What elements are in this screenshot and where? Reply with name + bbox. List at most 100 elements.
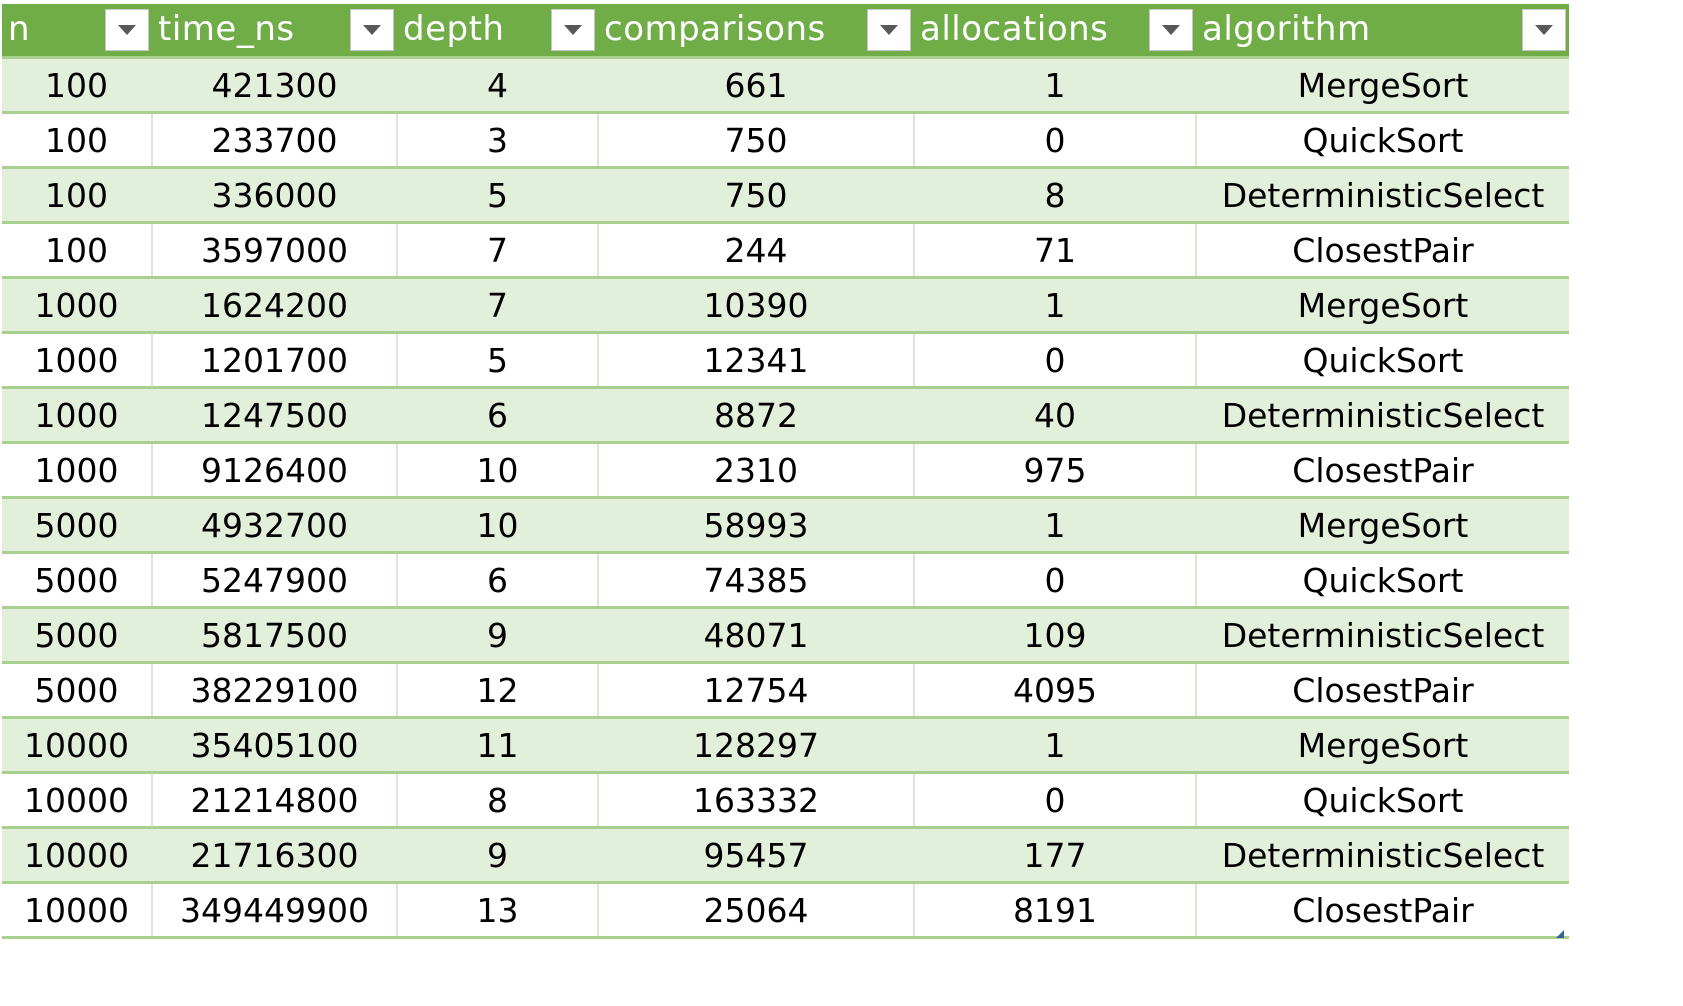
cell-allocations[interactable]: 975 xyxy=(913,442,1196,499)
cell-comparisons[interactable]: 58993 xyxy=(597,497,914,554)
cell-time_ns[interactable]: 21716300 xyxy=(151,827,397,884)
cell-time_ns[interactable]: 336000 xyxy=(151,167,397,224)
cell-algorithm[interactable]: QuickSort xyxy=(1195,772,1569,829)
cell-comparisons[interactable]: 163332 xyxy=(597,772,914,829)
cell-n[interactable]: 5000 xyxy=(2,497,152,554)
cell-time_ns[interactable]: 349449900 xyxy=(151,882,397,939)
table-resize-handle[interactable] xyxy=(1555,924,1565,938)
cell-comparisons[interactable]: 128297 xyxy=(597,717,914,774)
cell-algorithm[interactable]: ClosestPair xyxy=(1195,222,1569,279)
cell-time_ns[interactable]: 1201700 xyxy=(151,332,397,389)
cell-algorithm[interactable]: ClosestPair xyxy=(1195,442,1569,499)
cell-comparisons[interactable]: 12341 xyxy=(597,332,914,389)
column-header-depth[interactable]: depth xyxy=(397,4,598,59)
cell-depth[interactable]: 4 xyxy=(396,57,598,114)
cell-allocations[interactable]: 1 xyxy=(913,277,1196,334)
cell-algorithm[interactable]: QuickSort xyxy=(1195,112,1569,169)
cell-comparisons[interactable]: 2310 xyxy=(597,442,914,499)
cell-depth[interactable]: 9 xyxy=(396,607,598,664)
cell-allocations[interactable]: 1 xyxy=(913,717,1196,774)
cell-depth[interactable]: 7 xyxy=(396,277,598,334)
cell-time_ns[interactable]: 1624200 xyxy=(151,277,397,334)
cell-depth[interactable]: 5 xyxy=(396,332,598,389)
cell-depth[interactable]: 10 xyxy=(396,497,598,554)
cell-algorithm[interactable]: DeterministicSelect xyxy=(1195,387,1569,444)
cell-n[interactable]: 100 xyxy=(2,57,152,114)
cell-n[interactable]: 10000 xyxy=(2,882,152,939)
cell-time_ns[interactable]: 35405100 xyxy=(151,717,397,774)
column-header-allocations[interactable]: allocations xyxy=(914,4,1196,59)
cell-allocations[interactable]: 177 xyxy=(913,827,1196,884)
cell-comparisons[interactable]: 244 xyxy=(597,222,914,279)
cell-time_ns[interactable]: 9126400 xyxy=(151,442,397,499)
cell-algorithm[interactable]: DeterministicSelect xyxy=(1195,167,1569,224)
column-header-n[interactable]: n xyxy=(2,4,152,59)
cell-n[interactable]: 1000 xyxy=(2,332,152,389)
cell-n[interactable]: 10000 xyxy=(2,772,152,829)
cell-allocations[interactable]: 0 xyxy=(913,772,1196,829)
cell-time_ns[interactable]: 3597000 xyxy=(151,222,397,279)
cell-depth[interactable]: 10 xyxy=(396,442,598,499)
cell-comparisons[interactable]: 750 xyxy=(597,167,914,224)
filter-button-time_ns[interactable] xyxy=(350,9,394,51)
cell-n[interactable]: 1000 xyxy=(2,277,152,334)
cell-algorithm[interactable]: MergeSort xyxy=(1195,717,1569,774)
cell-comparisons[interactable]: 10390 xyxy=(597,277,914,334)
cell-time_ns[interactable]: 5247900 xyxy=(151,552,397,609)
cell-allocations[interactable]: 8 xyxy=(913,167,1196,224)
cell-algorithm[interactable]: QuickSort xyxy=(1195,552,1569,609)
cell-algorithm[interactable]: MergeSort xyxy=(1195,277,1569,334)
cell-allocations[interactable]: 0 xyxy=(913,552,1196,609)
cell-allocations[interactable]: 1 xyxy=(913,57,1196,114)
cell-n[interactable]: 10000 xyxy=(2,717,152,774)
cell-depth[interactable]: 13 xyxy=(396,882,598,939)
cell-comparisons[interactable]: 12754 xyxy=(597,662,914,719)
cell-depth[interactable]: 5 xyxy=(396,167,598,224)
cell-depth[interactable]: 12 xyxy=(396,662,598,719)
cell-algorithm[interactable]: DeterministicSelect xyxy=(1195,827,1569,884)
cell-depth[interactable]: 11 xyxy=(396,717,598,774)
cell-allocations[interactable]: 71 xyxy=(913,222,1196,279)
cell-allocations[interactable]: 4095 xyxy=(913,662,1196,719)
cell-comparisons[interactable]: 8872 xyxy=(597,387,914,444)
cell-time_ns[interactable]: 5817500 xyxy=(151,607,397,664)
cell-n[interactable]: 100 xyxy=(2,112,152,169)
cell-allocations[interactable]: 0 xyxy=(913,112,1196,169)
cell-comparisons[interactable]: 661 xyxy=(597,57,914,114)
column-header-time_ns[interactable]: time_ns xyxy=(152,4,397,59)
cell-comparisons[interactable]: 25064 xyxy=(597,882,914,939)
cell-n[interactable]: 1000 xyxy=(2,442,152,499)
filter-button-allocations[interactable] xyxy=(1149,9,1193,51)
cell-time_ns[interactable]: 21214800 xyxy=(151,772,397,829)
cell-n[interactable]: 100 xyxy=(2,167,152,224)
cell-allocations[interactable]: 40 xyxy=(913,387,1196,444)
filter-button-algorithm[interactable] xyxy=(1522,9,1566,51)
cell-n[interactable]: 10000 xyxy=(2,827,152,884)
cell-algorithm[interactable]: ClosestPair xyxy=(1195,882,1569,939)
cell-comparisons[interactable]: 750 xyxy=(597,112,914,169)
filter-button-comparisons[interactable] xyxy=(867,9,911,51)
cell-depth[interactable]: 3 xyxy=(396,112,598,169)
cell-time_ns[interactable]: 4932700 xyxy=(151,497,397,554)
cell-time_ns[interactable]: 421300 xyxy=(151,57,397,114)
cell-n[interactable]: 5000 xyxy=(2,662,152,719)
cell-depth[interactable]: 7 xyxy=(396,222,598,279)
cell-depth[interactable]: 6 xyxy=(396,387,598,444)
cell-time_ns[interactable]: 38229100 xyxy=(151,662,397,719)
cell-algorithm[interactable]: QuickSort xyxy=(1195,332,1569,389)
filter-button-depth[interactable] xyxy=(551,9,595,51)
cell-time_ns[interactable]: 233700 xyxy=(151,112,397,169)
cell-depth[interactable]: 6 xyxy=(396,552,598,609)
cell-allocations[interactable]: 109 xyxy=(913,607,1196,664)
cell-comparisons[interactable]: 74385 xyxy=(597,552,914,609)
cell-time_ns[interactable]: 1247500 xyxy=(151,387,397,444)
cell-algorithm[interactable]: DeterministicSelect xyxy=(1195,607,1569,664)
cell-n[interactable]: 5000 xyxy=(2,607,152,664)
column-header-algorithm[interactable]: algorithm xyxy=(1196,4,1569,59)
cell-algorithm[interactable]: MergeSort xyxy=(1195,57,1569,114)
cell-allocations[interactable]: 0 xyxy=(913,332,1196,389)
cell-n[interactable]: 100 xyxy=(2,222,152,279)
cell-n[interactable]: 1000 xyxy=(2,387,152,444)
column-header-comparisons[interactable]: comparisons xyxy=(598,4,914,59)
cell-algorithm[interactable]: MergeSort xyxy=(1195,497,1569,554)
